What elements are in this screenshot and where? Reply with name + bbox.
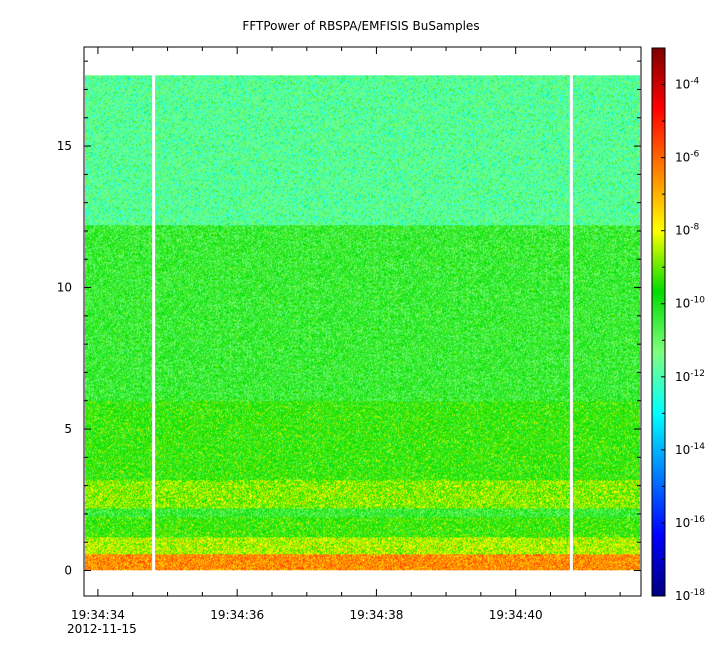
colorbar-ticks: 10-18 10-16 10-14 10-12 10-10 10-8 10-6 10-4 xyxy=(661,47,705,603)
data-gap-0 xyxy=(152,75,156,571)
colorbar-tick-label: 10-14 xyxy=(675,442,705,457)
y-tick-label: 5 xyxy=(64,422,72,436)
y-tick-label: 0 xyxy=(64,564,72,578)
colorbar-tick-label: 10-12 xyxy=(675,369,705,384)
colorbar-tick-label: 10-10 xyxy=(675,296,705,311)
colorbar-frame xyxy=(651,47,666,597)
chart-title: FFTPower of RBSPA/EMFISIS BuSamples xyxy=(242,19,479,33)
colorbar-tick-label: 10-18 xyxy=(675,588,705,603)
x-date-label: 2012-11-15 xyxy=(67,622,137,636)
colorbar-tick-label: 10-6 xyxy=(675,150,700,165)
x-tick-label: 19:34:40 xyxy=(489,608,543,622)
x-tick-label: 19:34:38 xyxy=(349,608,403,622)
x-tick-label: 19:34:36 xyxy=(210,608,264,622)
x-tick-label: 19:34:34 xyxy=(71,608,125,622)
colorbar-tick-label: 10-4 xyxy=(675,77,700,92)
data-gaps xyxy=(152,75,573,571)
y-tick-label: 10 xyxy=(57,281,72,295)
data-gap-1 xyxy=(569,75,573,571)
colorbar: 10-18 10-16 10-14 10-12 10-10 10-8 10-6 10-4 xyxy=(651,47,705,603)
y-tick-label: 15 xyxy=(57,139,72,153)
heatmap-image xyxy=(85,75,640,571)
plot-frame xyxy=(83,46,642,597)
colorbar-tick-label: 10-8 xyxy=(675,223,700,238)
colorbar-tick-label: 10-16 xyxy=(675,515,705,530)
y-axis: 0 5 10 15 xyxy=(57,60,641,578)
colorbar-gradient xyxy=(652,48,665,596)
x-axis: 19:34:34 19:34:36 19:34:38 19:34:40 xyxy=(71,47,621,622)
